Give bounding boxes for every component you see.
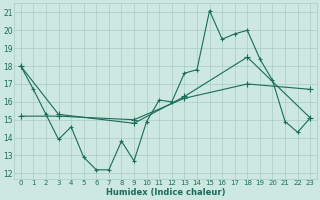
X-axis label: Humidex (Indice chaleur): Humidex (Indice chaleur) (106, 188, 225, 197)
